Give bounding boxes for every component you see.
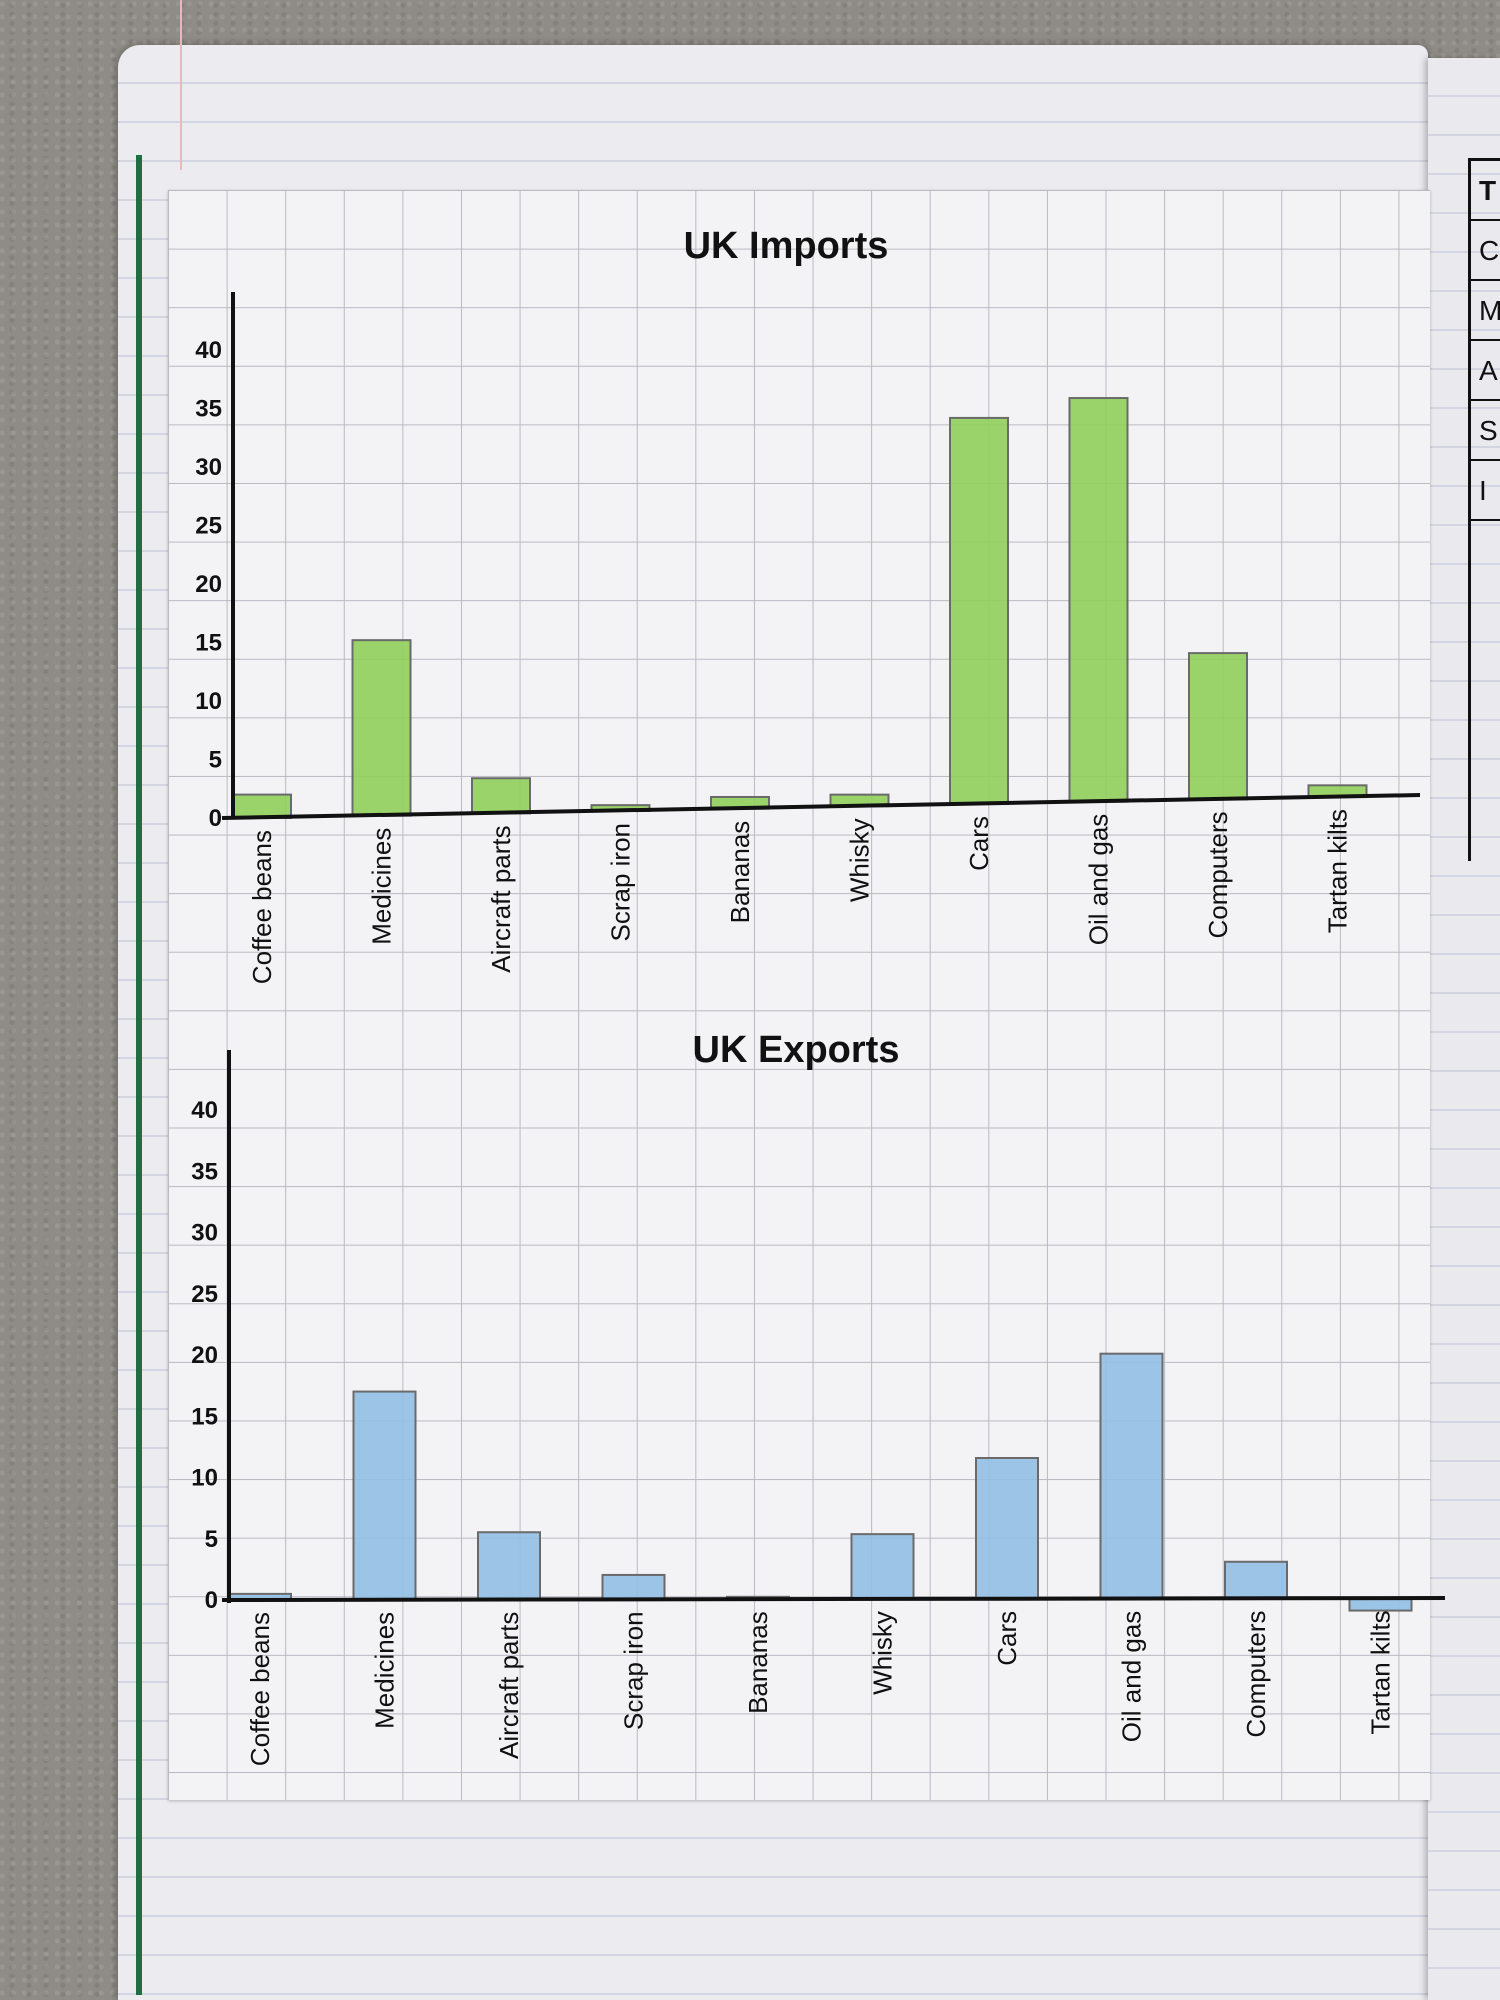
imports-y-tick-label: 40 — [195, 337, 222, 364]
imports-category-label: Medicines — [367, 828, 397, 945]
exports-bar — [975, 1457, 1039, 1600]
imports-x-axis — [221, 793, 1421, 820]
exports-y-tick-label: 30 — [191, 1220, 218, 1247]
exports-y-tick-label: 25 — [191, 1281, 218, 1308]
exports-category-labels: Coffee beans Medicines Aircraft parts Scrap… — [245, 1610, 1396, 1766]
imports-chart: UK Imports 0 5 10 15 20 25 30 35 40 Coffee beans… — [195, 225, 1421, 984]
facing-table-row: T — [1471, 161, 1500, 221]
imports-category-label: Scrap iron — [606, 823, 636, 942]
imports-chart-title: UK Imports — [684, 225, 889, 267]
imports-category-label: Tartan kilts — [1323, 809, 1353, 933]
imports-y-tick-label: 15 — [195, 630, 222, 657]
facing-table-row: M — [1471, 281, 1500, 341]
imports-category-label: Computers — [1203, 811, 1233, 938]
imports-y-tick-label: 25 — [195, 513, 222, 540]
facing-table-letter: T — [1479, 175, 1497, 206]
imports-y-tick-label: 0 — [209, 805, 222, 832]
imports-category-labels: Coffee beans Medicines Aircraft parts Scrap… — [247, 809, 1353, 984]
imports-y-ticks: 0 5 10 15 20 25 30 35 40 — [195, 337, 222, 832]
imports-bar — [232, 793, 292, 819]
exports-bars — [228, 1352, 1413, 1612]
facing-table-letter: S — [1479, 415, 1498, 446]
imports-bars — [232, 397, 1368, 819]
facing-table-letter: A — [1479, 355, 1498, 386]
notebook-cover-edge — [136, 155, 142, 1995]
imports-y-tick-label: 10 — [195, 688, 222, 715]
exports-bar — [601, 1573, 666, 1601]
facing-table-row: I — [1471, 461, 1500, 521]
imports-bar — [471, 777, 531, 815]
exports-category-label: Whisky — [868, 1611, 898, 1695]
exports-category-label: Aircraft parts — [494, 1612, 524, 1759]
exports-bar — [1348, 1597, 1413, 1612]
imports-bar — [1068, 397, 1129, 803]
exports-x-axis — [221, 1596, 1446, 1602]
exports-chart: UK Exports 0 5 10 15 20 25 30 35 40 Coffee beans… — [191, 1029, 1446, 1766]
exports-category-label: Computers — [1241, 1611, 1271, 1738]
exports-y-tick-label: 15 — [191, 1403, 218, 1430]
exports-category-label: Scrap iron — [619, 1611, 649, 1730]
facing-table-letter: C — [1479, 235, 1500, 266]
exports-y-ticks: 0 5 10 15 20 25 30 35 40 — [191, 1097, 218, 1614]
facing-table-row: S — [1471, 401, 1500, 461]
facing-table-letter: M — [1479, 295, 1500, 326]
imports-category-label: Whisky — [845, 818, 875, 902]
margin-line — [180, 0, 182, 170]
exports-category-label: Tartan kilts — [1366, 1610, 1396, 1734]
imports-category-label: Aircraft parts — [486, 825, 516, 972]
imports-bar — [351, 639, 412, 817]
exports-chart-title: UK Exports — [693, 1029, 900, 1071]
exports-bar — [850, 1533, 915, 1601]
exports-y-tick-label: 5 — [205, 1526, 218, 1553]
imports-y-tick-label: 35 — [195, 396, 222, 423]
imports-y-tick-label: 30 — [195, 454, 222, 481]
imports-bar — [1188, 652, 1248, 801]
exports-category-label: Medicines — [370, 1612, 400, 1729]
facing-table-letter: I — [1479, 475, 1487, 506]
exports-y-tick-label: 10 — [191, 1465, 218, 1492]
exports-y-tick-label: 20 — [191, 1342, 218, 1369]
exports-category-label: Oil and gas — [1117, 1611, 1147, 1743]
exports-y-tick-label: 0 — [205, 1587, 218, 1614]
facing-table-row: C — [1471, 221, 1500, 281]
exports-y-tick-label: 40 — [191, 1097, 218, 1124]
imports-category-label: Coffee beans — [247, 830, 277, 984]
exports-category-label: Cars — [992, 1611, 1022, 1666]
exports-bar — [1224, 1560, 1288, 1600]
exports-category-label: Bananas — [743, 1611, 773, 1714]
facing-table-row: A — [1471, 341, 1500, 401]
exports-bar — [1099, 1352, 1164, 1600]
exports-bar — [352, 1390, 417, 1601]
facing-page — [1428, 58, 1500, 2000]
imports-category-label: Bananas — [725, 821, 755, 924]
imports-y-tick-label: 20 — [195, 571, 222, 598]
imports-category-label: Oil and gas — [1084, 814, 1114, 946]
exports-category-label: Coffee beans — [245, 1612, 275, 1766]
facing-page-table: T C M A S I — [1468, 158, 1500, 861]
imports-category-label: Cars — [964, 816, 994, 871]
imports-y-tick-label: 5 — [209, 747, 222, 774]
imports-bar — [949, 416, 1009, 806]
exports-bar — [477, 1531, 541, 1601]
exports-y-tick-label: 35 — [191, 1158, 218, 1185]
